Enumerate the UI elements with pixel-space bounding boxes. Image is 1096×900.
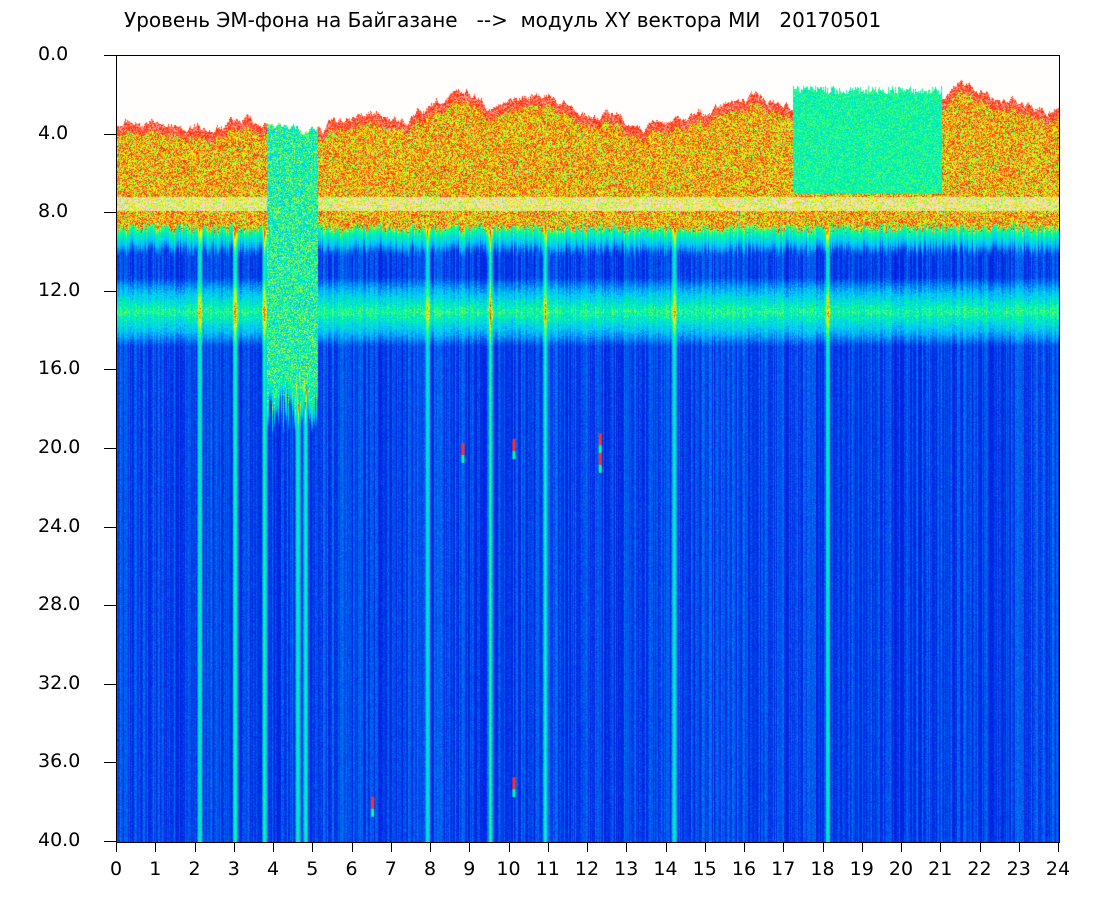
x-tick-mark: [665, 842, 667, 852]
y-tick-label: 0.0: [38, 43, 69, 65]
x-tick-mark: [1018, 842, 1020, 852]
y-tick-mark: [104, 762, 116, 764]
y-tick-mark: [104, 448, 116, 449]
x-tick-label: 13: [614, 858, 639, 880]
x-tick-label: 11: [535, 858, 560, 880]
y-tick-label: 20.0: [38, 436, 81, 458]
x-tick-label: 12: [574, 858, 600, 880]
y-tick-label: 4.0: [38, 121, 69, 144]
x-tick-mark: [704, 842, 706, 852]
y-tick-label: 36.0: [38, 750, 81, 773]
x-tick-mark: [744, 842, 745, 852]
x-tick-mark: [155, 842, 157, 852]
x-tick-mark: [822, 842, 824, 852]
y-tick-label: 24.0: [38, 514, 81, 537]
y-tick-mark: [104, 605, 116, 607]
y-tick-label: 32.0: [38, 671, 81, 694]
x-tick-label: 18: [810, 858, 835, 880]
x-tick-label: 17: [771, 858, 796, 880]
y-tick-label: 8.0: [38, 200, 69, 223]
x-tick-mark: [547, 842, 549, 852]
x-tick-mark: [901, 842, 902, 852]
y-tick-label: 16.0: [38, 357, 81, 380]
x-tick-label: 5: [306, 858, 319, 880]
x-tick-label: 10: [496, 858, 521, 880]
x-tick-mark: [626, 842, 628, 852]
x-tick-mark: [390, 842, 392, 852]
x-tick-mark: [469, 842, 471, 852]
x-tick-label: 4: [266, 858, 280, 880]
x-tick-label: 15: [692, 858, 717, 880]
x-tick-label: 20: [888, 858, 914, 880]
y-tick-mark: [104, 55, 116, 56]
x-tick-label: 24: [1045, 858, 1071, 880]
x-tick-label: 3: [227, 858, 240, 880]
x-tick-mark: [273, 842, 274, 852]
x-tick-label: 8: [423, 858, 437, 880]
y-tick-mark: [104, 212, 116, 214]
x-tick-mark: [312, 842, 314, 852]
x-tick-mark: [351, 842, 353, 852]
x-tick-mark: [508, 842, 510, 852]
x-tick-mark: [587, 842, 588, 852]
y-tick-mark: [104, 683, 116, 685]
x-tick-label: 2: [188, 858, 201, 880]
x-tick-mark: [194, 842, 196, 852]
x-tick-label: 0: [109, 858, 123, 880]
heatmap-canvas: [117, 56, 1059, 842]
y-tick-mark: [104, 133, 116, 135]
x-tick-mark: [1058, 842, 1059, 852]
x-tick-label: 6: [345, 858, 358, 880]
x-tick-label: 9: [463, 858, 476, 880]
x-tick-mark: [940, 842, 942, 852]
x-tick-mark: [861, 842, 863, 852]
chart-title: Уровень ЭМ-фона на Байгазане --> модуль …: [124, 8, 882, 32]
x-tick-label: 7: [384, 858, 397, 880]
y-tick-label: 28.0: [38, 593, 81, 616]
x-tick-label: 14: [653, 858, 678, 880]
x-tick-label: 22: [967, 858, 992, 880]
x-tick-label: 1: [149, 858, 162, 880]
x-tick-label: 21: [928, 858, 953, 880]
y-tick-mark: [104, 369, 116, 371]
x-tick-mark: [783, 842, 785, 852]
x-tick-mark: [979, 842, 981, 852]
x-tick-mark: [430, 842, 431, 852]
y-tick-mark: [104, 841, 116, 842]
x-tick-mark: [233, 842, 235, 852]
y-tick-mark: [104, 290, 116, 292]
y-tick-mark: [104, 526, 116, 528]
plot-area: [116, 55, 1060, 843]
y-tick-label: 40.0: [38, 829, 81, 851]
y-tick-label: 12.0: [38, 278, 81, 301]
x-tick-label: 19: [849, 858, 874, 880]
x-tick-label: 23: [1006, 858, 1031, 880]
x-tick-mark: [116, 842, 117, 852]
x-tick-label: 16: [731, 858, 757, 880]
